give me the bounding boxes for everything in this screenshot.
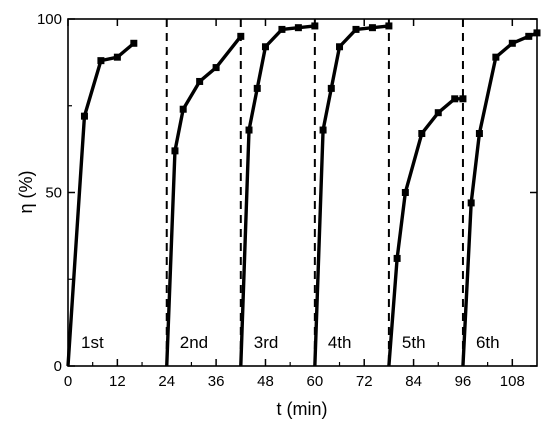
cycle-label-5th: 5th [402, 333, 426, 352]
y-axis-label: η (%) [16, 170, 36, 213]
data-point [434, 109, 442, 117]
series-6th [461, 29, 541, 367]
data-point [492, 53, 500, 61]
x-tick-label: 24 [158, 373, 175, 390]
series-1st [66, 39, 138, 367]
tick-marks [67, 18, 537, 367]
data-point [171, 147, 179, 155]
series-4th [313, 22, 393, 367]
x-axis-label: t (min) [277, 399, 328, 419]
cycle-label-1st: 1st [81, 333, 104, 352]
data-point [179, 105, 187, 113]
data-point [327, 84, 335, 92]
data-point [525, 32, 533, 40]
data-point [475, 130, 483, 138]
series-line-2nd [165, 35, 243, 367]
series-5th [387, 95, 467, 367]
x-tick-label: 108 [500, 373, 525, 390]
data-point [385, 22, 393, 30]
series-2nd [165, 32, 245, 367]
series-3rd [239, 22, 319, 367]
x-tick-label: 60 [306, 373, 323, 390]
series-line-5th [387, 97, 463, 367]
data-point [319, 126, 327, 134]
data-point [401, 189, 409, 196]
data-point [368, 24, 376, 32]
data-point [508, 39, 516, 47]
data-point [294, 24, 302, 32]
series-line-1st [66, 41, 135, 367]
cycle-labels: 1st 2nd 3rd 4th 5th 6th [81, 333, 500, 352]
data-point [212, 64, 220, 72]
data-point [467, 199, 475, 207]
series-layer [66, 22, 541, 367]
data-point [80, 112, 88, 120]
data-point [97, 57, 105, 65]
x-tick-label: 72 [356, 373, 373, 390]
cycle-label-6th: 6th [476, 333, 500, 352]
data-point [196, 77, 204, 85]
series-line-3rd [239, 24, 316, 367]
x-tick-label: 12 [109, 373, 126, 390]
data-point [130, 39, 138, 47]
x-tick-label: 0 [64, 373, 72, 390]
data-point [278, 25, 286, 33]
cycle-label-2nd: 2nd [180, 333, 208, 352]
y-tick-label: 100 [37, 11, 62, 28]
data-point [253, 84, 261, 92]
x-tick-label: 48 [257, 373, 274, 390]
tick-labels: 0 12 24 36 48 60 72 84 96 108 0 50 100 [37, 11, 525, 390]
series-line-4th [313, 24, 390, 367]
y-tick-label: 50 [45, 185, 62, 202]
data-point [113, 53, 121, 61]
data-point [451, 95, 459, 103]
x-tick-label: 36 [208, 373, 225, 390]
data-point [237, 32, 245, 40]
data-point [352, 25, 360, 33]
data-point [418, 130, 426, 138]
data-point [336, 43, 344, 51]
cycle-divider-lines [165, 19, 464, 366]
x-tick-label: 84 [405, 373, 422, 390]
data-point [261, 43, 269, 51]
x-tick-label: 96 [455, 373, 472, 390]
cycle-label-4th: 4th [328, 333, 352, 352]
data-point [245, 126, 253, 134]
cycle-label-3rd: 3rd [254, 333, 279, 352]
data-point [393, 254, 401, 262]
data-point [459, 95, 467, 103]
y-tick-label: 0 [54, 358, 62, 375]
